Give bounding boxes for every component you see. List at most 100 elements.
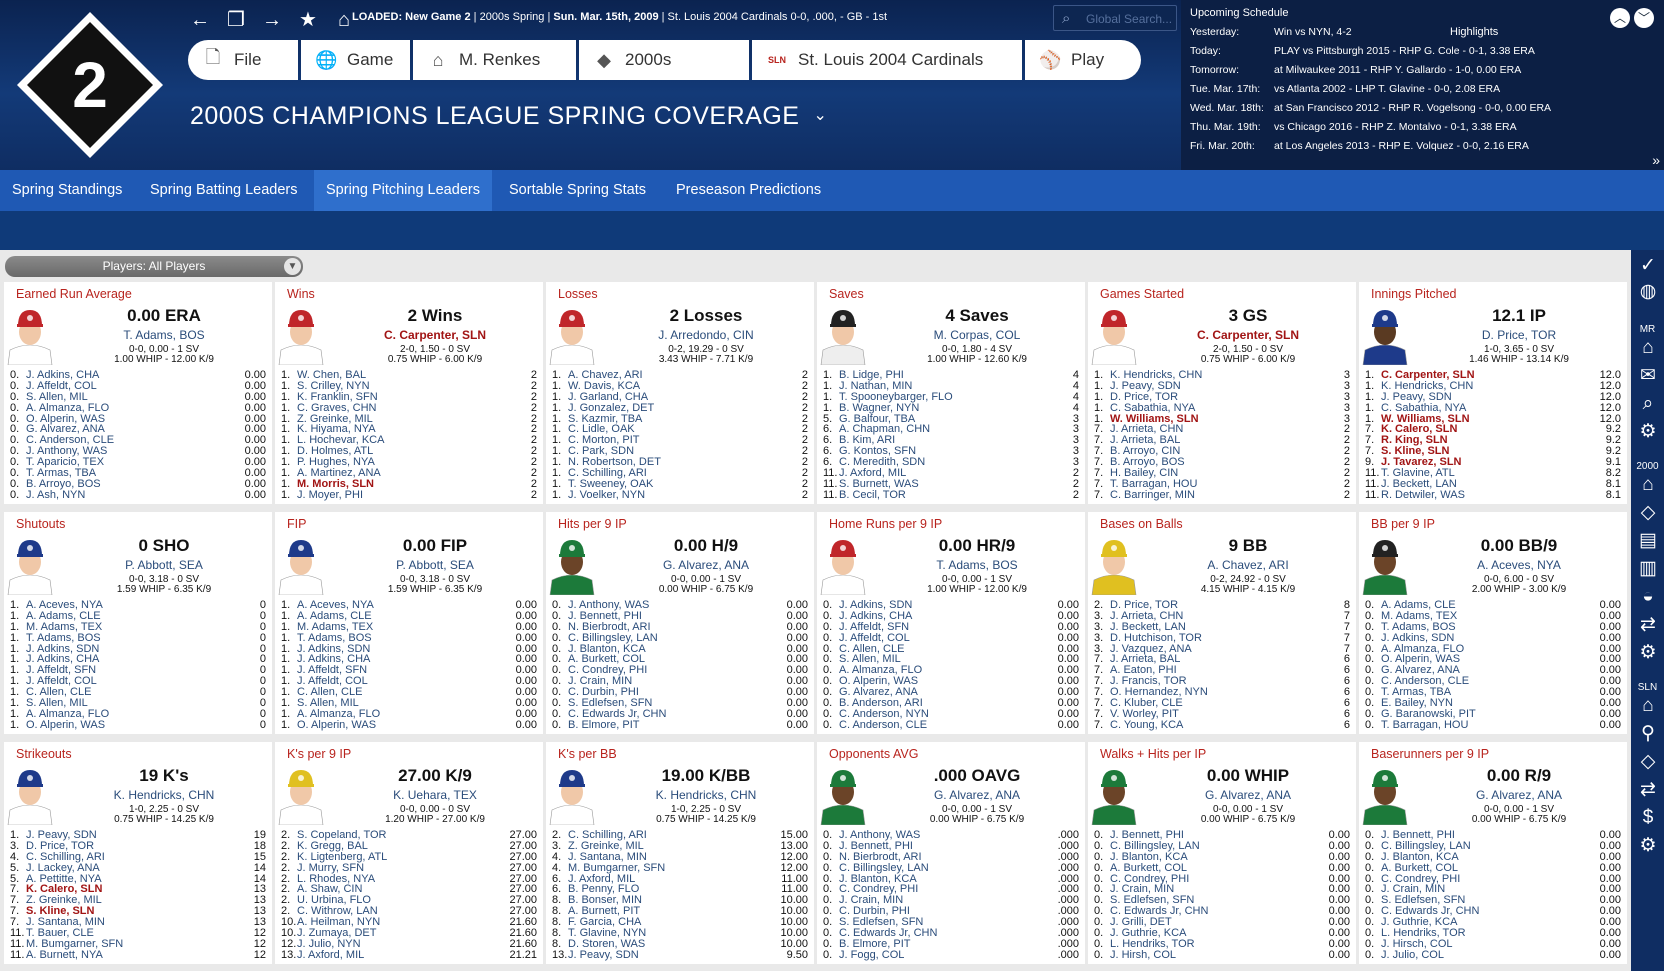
player-link[interactable]: A. Heilman, NYN <box>297 916 381 929</box>
player-link[interactable]: G. Alvarez, ANA <box>26 423 105 436</box>
player-link[interactable]: J. Peavy, SDN <box>1110 379 1181 392</box>
panel-title[interactable]: FIP <box>287 517 307 531</box>
diamond-icon[interactable]: ◇ <box>1640 502 1656 523</box>
back-arrow-icon[interactable]: ← <box>190 9 210 31</box>
player-link[interactable]: J. Adkins, SDN <box>1381 631 1455 644</box>
player-link[interactable]: A. Adams, CLE <box>297 609 372 622</box>
player-link[interactable]: P. Hughes, NYA <box>297 456 375 469</box>
leader-player-name[interactable]: K. Hendricks, CHN <box>113 788 215 802</box>
player-link[interactable]: T. Spooneybarger, FLO <box>839 390 953 403</box>
player-link[interactable]: G. Balfour, TBA <box>839 412 916 425</box>
file-button[interactable]: 🗋 File <box>188 40 298 80</box>
player-link[interactable]: J. Adkins, SDN <box>839 599 913 611</box>
player-link[interactable]: C. Billingsley, LAN <box>839 861 929 874</box>
leader-player-name[interactable]: G. Alvarez, ANA <box>933 788 1021 802</box>
player-link[interactable]: C. Durbin, PHI <box>568 686 639 699</box>
player-link[interactable]: J. Peavy, SDN <box>1381 390 1452 403</box>
gear-icon[interactable]: ⚙ <box>1639 421 1657 442</box>
player-link[interactable]: S. Kazmir, TBA <box>568 412 643 425</box>
bar-chart-icon[interactable]: ▥ <box>1639 558 1657 579</box>
highlights-label[interactable]: Highlights <box>1450 26 1499 38</box>
player-link[interactable]: A. Burkett, COL <box>1110 861 1188 874</box>
player-photo[interactable] <box>6 532 54 595</box>
player-link[interactable]: C. Morton, PIT <box>568 434 640 447</box>
player-link[interactable]: J. Hirsh, COL <box>1110 948 1177 961</box>
player-link[interactable]: J. Affeldt, COL <box>297 675 368 688</box>
player-link[interactable]: C. Park, SDN <box>568 445 635 458</box>
player-link[interactable]: A. Adams, CLE <box>1381 599 1456 611</box>
transfer-icon[interactable]: ⇄ <box>1640 779 1656 800</box>
chevron-up-icon[interactable]: ︿ <box>1610 8 1630 28</box>
player-link[interactable]: J. Crain, MIN <box>1381 883 1446 896</box>
player-link[interactable]: D. Price, TOR <box>1110 390 1179 403</box>
tab-preseason-predictions[interactable]: Preseason Predictions <box>676 182 822 198</box>
game-button[interactable]: 🌐 Game <box>301 40 410 80</box>
tab-spring-standings[interactable]: Spring Standings <box>12 182 123 198</box>
player-link[interactable]: T. Adams, BOS <box>297 631 372 644</box>
players-filter-dropdown[interactable]: Players: All Players ▼ <box>5 256 303 277</box>
mail-icon[interactable]: ✉ <box>1640 365 1656 386</box>
player-photo[interactable] <box>1090 762 1138 825</box>
player-link[interactable]: C. Allen, CLE <box>297 686 363 699</box>
player-link[interactable]: J. Peavy, SDN <box>568 948 639 961</box>
player-link[interactable]: J. Crain, MIN <box>568 675 633 688</box>
player-link[interactable]: C. Allen, CLE <box>26 686 92 699</box>
player-link[interactable]: C. Carpenter, SLN <box>1381 369 1475 381</box>
page-title[interactable]: 2000S CHAMPIONS LEAGUE SPRING COVERAGE ⌄ <box>190 102 827 131</box>
player-link[interactable]: J. Peavy, SDN <box>26 829 97 841</box>
player-link[interactable]: J. Francis, TOR <box>1110 675 1187 688</box>
dollar-icon[interactable]: $ <box>1642 807 1654 828</box>
leader-player-name[interactable]: M. Corpas, COL <box>933 328 1021 342</box>
player-link[interactable]: J. Arrieta, CHN <box>1110 609 1184 622</box>
player-link[interactable]: F. Garcia, CHA <box>568 916 642 929</box>
player-link[interactable]: L. Hendriks, TOR <box>1381 927 1466 940</box>
manager-button[interactable]: ⌂ M. Renkes <box>413 40 576 80</box>
player-link[interactable]: J. Voelker, NYN <box>568 488 646 501</box>
player-link[interactable]: T. Armas, TBA <box>26 467 97 480</box>
globe-icon[interactable]: ◍ <box>1639 281 1657 302</box>
double-chevron-icon[interactable]: » <box>1652 152 1660 168</box>
player-link[interactable]: O. Alperin, WAS <box>839 675 919 688</box>
player-link[interactable]: J. Adkins, CHA <box>839 609 913 622</box>
player-link[interactable]: T. Glavine, NYN <box>568 927 647 940</box>
player-link[interactable]: E. Bailey, NYN <box>1381 697 1453 710</box>
player-link[interactable]: A. Chapman, CHN <box>839 423 931 436</box>
player-link[interactable]: C. Anderson, CLE <box>1381 675 1470 688</box>
player-link[interactable]: C. Lidle, OAK <box>568 423 635 436</box>
league-logo[interactable]: 2 <box>15 10 165 160</box>
player-link[interactable]: M. Bumgarner, SFN <box>26 937 124 950</box>
player-link[interactable]: W. Davis, KCA <box>568 379 641 392</box>
player-link[interactable]: T. Glavine, ATL <box>1381 467 1455 480</box>
panel-title[interactable]: Walks + Hits per IP <box>1100 747 1207 761</box>
player-link[interactable]: A. Burkett, COL <box>568 653 646 666</box>
player-link[interactable]: K. Hendricks, CHN <box>1381 379 1474 392</box>
player-link[interactable]: G. Alvarez, ANA <box>839 686 918 699</box>
player-link[interactable]: A. Aceves, NYA <box>297 599 374 611</box>
player-link[interactable]: J. Blanton, KCA <box>568 642 646 655</box>
player-link[interactable]: Z. Greinke, MIL <box>297 412 373 425</box>
player-link[interactable]: C. Edwards Jr, CHN <box>568 707 667 720</box>
search-icon[interactable]: ⌕ <box>1642 393 1654 414</box>
player-link[interactable]: J. Hirsch, COL <box>1381 937 1453 950</box>
panel-title[interactable]: K's per BB <box>558 747 617 761</box>
player-link[interactable]: A. Eaton, PHI <box>1110 664 1177 677</box>
player-link[interactable]: C. Billingsley, LAN <box>1381 839 1471 852</box>
player-link[interactable]: J. Blanton, KCA <box>1110 850 1188 863</box>
player-link[interactable]: M. Bumgarner, SFN <box>568 861 666 874</box>
panel-title[interactable]: Losses <box>558 287 598 301</box>
player-link[interactable]: D. Price, TOR <box>1110 599 1179 611</box>
player-link[interactable]: M. Morris, SLN <box>297 477 375 490</box>
player-link[interactable]: J. Nathan, MIN <box>839 379 913 392</box>
home-icon[interactable]: ⌂ <box>337 9 351 31</box>
player-link[interactable]: K. Hiyama, NYA <box>297 423 376 436</box>
player-link[interactable]: A. Martinez, ANA <box>297 467 381 480</box>
player-link[interactable]: C. Durbin, PHI <box>839 905 910 918</box>
player-link[interactable]: B. Cecil, TOR <box>839 488 906 501</box>
player-link[interactable]: J. Affeldt, SFN <box>26 664 97 677</box>
player-link[interactable]: W. Williams, SLN <box>1110 412 1199 425</box>
player-link[interactable]: C. Meredith, SDN <box>839 456 926 469</box>
checkmark-icon[interactable]: ✓ <box>1640 255 1656 276</box>
player-link[interactable]: J. Adkins, SDN <box>297 642 371 655</box>
player-link[interactable]: N. Bierbrodt, ARI <box>839 850 922 863</box>
player-link[interactable]: J. Bennett, PHI <box>839 839 913 852</box>
